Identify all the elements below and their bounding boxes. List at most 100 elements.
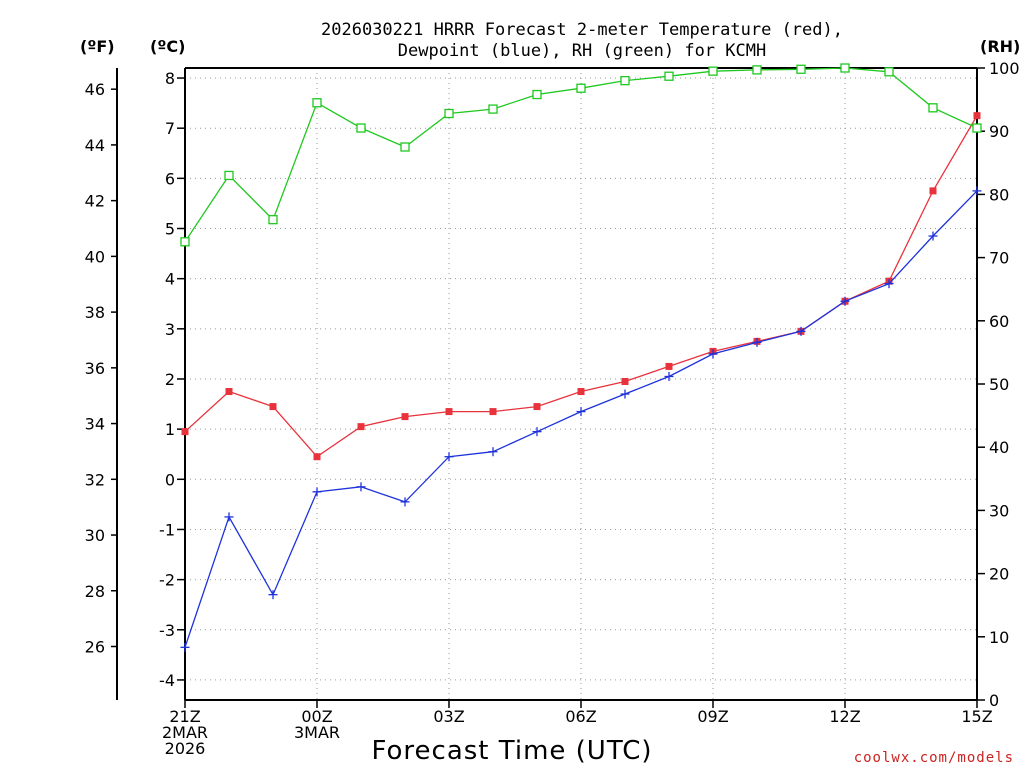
rh-tick-label: 40	[989, 438, 1009, 457]
celsius-tick-label: 0	[165, 470, 175, 489]
temperature-point	[489, 408, 497, 416]
credit-text: coolwx.com/models	[854, 750, 1014, 766]
dewpoint-point	[180, 642, 190, 652]
dewpoint-point	[664, 371, 674, 381]
dewpoint-point	[840, 296, 850, 306]
rh-tick-label: 60	[989, 312, 1009, 331]
x-tick-label: 06Z	[565, 707, 596, 726]
rh-point	[708, 66, 718, 76]
rh-point	[356, 123, 366, 133]
celsius-tick-label: 2	[165, 370, 175, 389]
temperature-point	[577, 388, 585, 396]
rh-point	[444, 108, 454, 119]
temperature-point	[357, 423, 365, 431]
temperature-point	[929, 187, 937, 195]
fahrenheit-tick-label: 34	[85, 415, 105, 434]
temperature-point	[621, 377, 629, 385]
fahrenheit-tick-label: 38	[85, 303, 105, 322]
dewpoint-point	[400, 497, 410, 507]
rh-point	[884, 67, 894, 77]
dewpoint-point	[576, 407, 586, 417]
rh-unit-label: (RH)	[980, 37, 1020, 56]
rh-point	[532, 89, 542, 100]
celsius-tick-label: 6	[165, 169, 175, 188]
dewpoint-point	[620, 389, 630, 399]
x-tick-label: 09Z	[697, 707, 728, 726]
rh-point	[664, 71, 674, 81]
fahrenheit-tick-label: 46	[85, 80, 105, 99]
temperature-point	[533, 403, 541, 411]
x-tick-label: 03Z	[433, 707, 464, 726]
dewpoint-point	[972, 186, 982, 196]
chart-title-line-2: Dewpoint (blue), RH (green) for KCMH	[398, 41, 766, 61]
grid-layer	[185, 68, 977, 700]
x-tick-label: 2026	[165, 739, 206, 758]
rh-point	[268, 215, 278, 225]
temperature-point	[445, 408, 453, 416]
rh-point	[972, 123, 982, 133]
fahrenheit-tick-label: 40	[85, 247, 105, 266]
celsius-tick-label: 5	[165, 220, 175, 239]
axis-layer: -4-3-2-101234567826283032343638404244460…	[85, 59, 1020, 758]
temperature-series-line	[184, 115, 978, 458]
celsius-tick-label: 7	[165, 119, 175, 138]
temperature-point	[181, 428, 189, 436]
dewpoint-point	[444, 452, 454, 462]
rh-tick-label: 10	[989, 628, 1009, 647]
rh-tick-label: 50	[989, 375, 1009, 394]
x-tick-label: 3MAR	[294, 723, 340, 742]
celsius-tick-label: -3	[159, 621, 175, 640]
rh-tick-label: 20	[989, 565, 1009, 584]
rh-point	[180, 237, 190, 247]
rh-tick-label: 80	[989, 185, 1009, 204]
dewpoint-point	[356, 482, 366, 492]
celsius-tick-label: 8	[165, 69, 175, 88]
dewpoint-point	[488, 447, 498, 457]
temperature-point	[225, 388, 233, 396]
dewpoint-point	[268, 590, 278, 600]
fahrenheit-tick-label: 36	[85, 359, 105, 378]
fahrenheit-tick-label: 32	[85, 470, 105, 489]
rh-point	[576, 83, 586, 93]
celsius-tick-label: -2	[159, 571, 175, 590]
temperature-point	[313, 453, 321, 461]
x-axis-label: Forecast Time (UTC)	[371, 736, 652, 766]
dewpoint-point	[312, 487, 322, 497]
temperature-point	[973, 112, 981, 120]
rh-point	[400, 142, 410, 152]
celsius-tick-label: -1	[159, 520, 175, 539]
dewpoint-point	[224, 512, 234, 522]
fahrenheit-unit-label: (ºF)	[80, 37, 115, 56]
dewpoint-point	[532, 427, 542, 437]
rh-tick-label: 70	[989, 249, 1009, 268]
rh-series-line	[184, 67, 978, 243]
rh-point	[488, 104, 498, 114]
fahrenheit-tick-label: 42	[85, 192, 105, 211]
celsius-tick-label: 1	[165, 420, 175, 439]
temperature-point	[401, 413, 409, 421]
rh-point	[224, 170, 234, 181]
rh-tick-label: 30	[989, 501, 1009, 520]
fahrenheit-tick-label: 44	[85, 136, 105, 155]
fahrenheit-tick-label: 28	[85, 582, 105, 601]
rh-point	[928, 103, 938, 113]
x-tick-label: 15Z	[961, 707, 992, 726]
celsius-tick-label: 3	[165, 320, 175, 339]
dewpoint-point	[708, 349, 718, 359]
dewpoint-point	[752, 337, 762, 347]
chart-title-line-1: 2026030221 HRRR Forecast 2-meter Tempera…	[321, 20, 843, 40]
x-tick-label: 2MAR	[162, 723, 208, 742]
rh-tick-label: 0	[989, 691, 999, 710]
dewpoint-point	[928, 231, 938, 241]
rh-tick-label: 100	[989, 59, 1020, 78]
temperature-point	[269, 403, 277, 411]
temperature-point	[665, 362, 673, 370]
dewpoint-point	[884, 279, 894, 289]
x-tick-label: 00Z	[301, 707, 332, 726]
fahrenheit-tick-label: 26	[85, 637, 105, 656]
rh-point	[840, 63, 850, 73]
dewpoint-point	[796, 326, 806, 336]
rh-point	[620, 75, 630, 86]
celsius-tick-label: -4	[159, 671, 175, 690]
